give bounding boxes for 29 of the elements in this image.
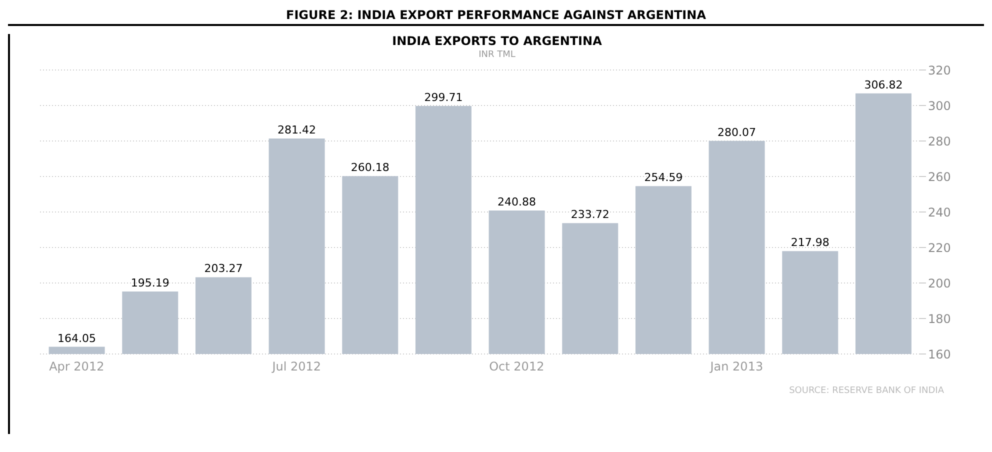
source-note: SOURCE: RESERVE BANK OF INDIA (788, 386, 944, 396)
x-tick-label: Apr 2012 (49, 360, 104, 374)
data-label: 164.05 (58, 332, 96, 345)
y-tick-label: 220 (928, 240, 951, 255)
data-label: 240.88 (498, 195, 536, 208)
y-tick-label: 160 (928, 347, 951, 362)
data-label: 281.42 (278, 123, 316, 136)
data-label: 260.18 (350, 161, 390, 174)
y-tick-label: 300 (928, 98, 951, 113)
chart-title: INDIA EXPORTS TO ARGENTINA (391, 34, 603, 48)
data-label: 195.19 (130, 276, 170, 290)
x-tick-label: Jul 2012 (271, 360, 322, 374)
data-label: 203.27 (204, 262, 243, 276)
data-label: 299.71 (424, 91, 463, 104)
data-label: 306.82 (864, 78, 903, 92)
y-tick-label: 200 (928, 276, 951, 290)
x-tick-label: Oct 2012 (489, 360, 544, 374)
data-label: 254.59 (644, 171, 683, 184)
data-label: 217.98 (790, 236, 830, 250)
x-tick-label: Jan 2013 (709, 360, 764, 374)
caption: FIGURE 2: INDIA EXPORT PERFORMANCE AGAINST ARGENTINA (8, 8, 984, 26)
y-tick-label: 240 (928, 205, 951, 220)
y-tick-label: 260 (928, 170, 951, 184)
y-tick-label: 320 (928, 63, 951, 78)
y-tick-label: 180 (928, 312, 951, 326)
data-label: 233.72 (570, 208, 610, 222)
y-tick-label: 280 (928, 134, 951, 148)
data-label: 280.07 (718, 126, 756, 139)
chart-subtitle: INR TML (478, 50, 516, 60)
